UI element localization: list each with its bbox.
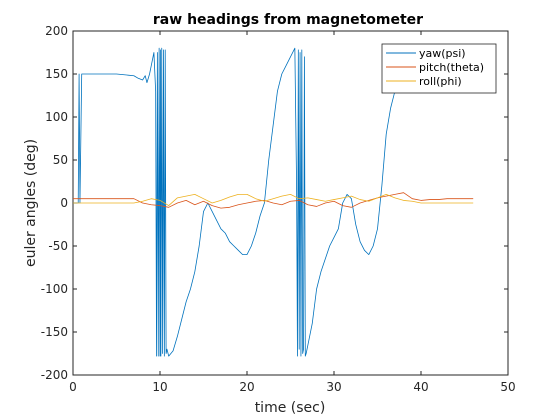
x-tick-label: 50 [500,380,515,394]
legend-label-0: yaw(psi) [419,47,466,60]
y-tick-label: 0 [60,196,68,210]
x-tick-label: 40 [413,380,428,394]
x-axis-label: time (sec) [255,400,326,416]
y-tick-label: 50 [53,153,68,167]
y-tick-label: -200 [41,368,68,382]
y-tick-label: -50 [48,239,68,253]
x-tick-label: 20 [239,380,254,394]
y-tick-label: 200 [45,24,68,38]
legend: yaw(psi)pitch(theta)roll(phi) [382,44,496,93]
y-tick-label: 150 [45,67,68,81]
y-tick-label: -100 [41,282,68,296]
y-tick-label: -150 [41,325,68,339]
legend-label-1: pitch(theta) [419,61,484,74]
chart-title: raw headings from magnetometer [153,12,423,28]
x-tick-label: 10 [152,380,167,394]
legend-label-2: roll(phi) [419,75,462,88]
y-axis-label: euler angles (deg) [23,139,39,267]
x-tick-label: 0 [69,380,77,394]
y-tick-label: 100 [45,110,68,124]
x-tick-label: 30 [326,380,341,394]
